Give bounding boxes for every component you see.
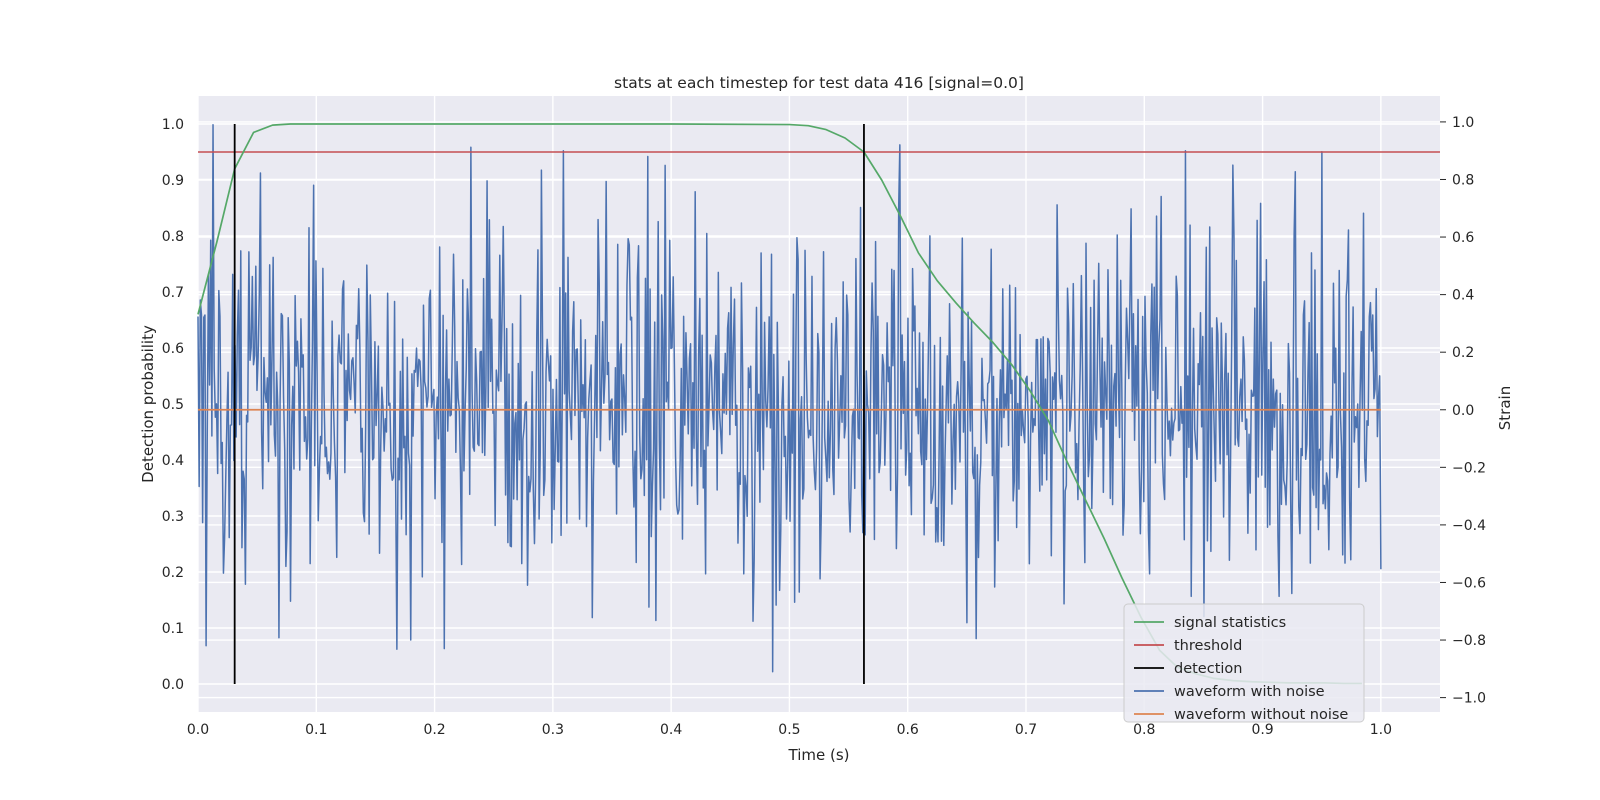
y2-tick-label: −0.4 — [1452, 518, 1486, 534]
y-tick-label: 0.3 — [162, 509, 184, 525]
x-tick-label: 0.6 — [897, 722, 919, 738]
y-tick-label: 0.0 — [162, 677, 184, 693]
legend-label: waveform without noise — [1174, 707, 1348, 723]
y-tick-label: 1.0 — [162, 117, 184, 133]
y-tick-label: 0.4 — [162, 453, 184, 469]
y2-tick-label: −1.0 — [1452, 691, 1486, 707]
axis-ticks: 0.0 0.1 0.2 0.3 0.4 0.5 0.6 0.7 0.8 0.9 1.0 0.0 0.1 0… — [162, 115, 1486, 738]
y2-tick-label: −0.2 — [1452, 460, 1486, 476]
y-tick-label: 0.7 — [162, 285, 184, 301]
x-tick-label: 0.1 — [305, 722, 327, 738]
x-tick-label: 0.9 — [1251, 722, 1273, 738]
legend-label: threshold — [1174, 638, 1242, 654]
x-tick-label: 0.7 — [1015, 722, 1037, 738]
y2-tick-label: 1.0 — [1452, 115, 1474, 131]
y2-tick-label: 0.8 — [1452, 172, 1474, 188]
y-tick-label: 0.9 — [162, 173, 184, 189]
y2-tick-label: −0.6 — [1452, 575, 1486, 591]
y-tick-label: 0.6 — [162, 341, 184, 357]
y2-tick-label: 0.6 — [1452, 230, 1474, 246]
x-tick-label: 0.5 — [778, 722, 800, 738]
x-tick-label: 0.4 — [660, 722, 682, 738]
y2-axis-title: Strain — [1496, 386, 1514, 430]
chart-title: stats at each timestep for test data 416… — [614, 74, 1024, 92]
y-tick-label: 0.8 — [162, 229, 184, 245]
y2-tick-label: 0.4 — [1452, 288, 1474, 304]
x-tick-label: 0.2 — [423, 722, 445, 738]
y2-tick-label: 0.0 — [1452, 403, 1474, 419]
legend-box — [1123, 603, 1365, 723]
x-tick-label: 0.3 — [542, 722, 564, 738]
x-tick-label: 0.8 — [1133, 722, 1155, 738]
y2-tick-label: 0.2 — [1452, 345, 1474, 361]
y-tick-label: 0.1 — [162, 621, 184, 637]
series-waveform-with-noise — [197, 124, 1382, 673]
y-axis-title: Detection probability — [139, 325, 157, 483]
legend-label: signal statistics — [1174, 615, 1286, 631]
y-tick-label: 0.5 — [162, 397, 184, 413]
y-tick-label: 0.2 — [162, 565, 184, 581]
y2-tick-label: −0.8 — [1452, 633, 1486, 649]
legend: signal statistics threshold detection wavef… — [1123, 603, 1365, 723]
legend-label: waveform with noise — [1174, 684, 1325, 700]
x-tick-label: 0.0 — [187, 722, 209, 738]
legend-label: detection — [1174, 661, 1242, 677]
x-tick-label: 1.0 — [1370, 722, 1392, 738]
x-axis-title: Time (s) — [788, 746, 850, 764]
